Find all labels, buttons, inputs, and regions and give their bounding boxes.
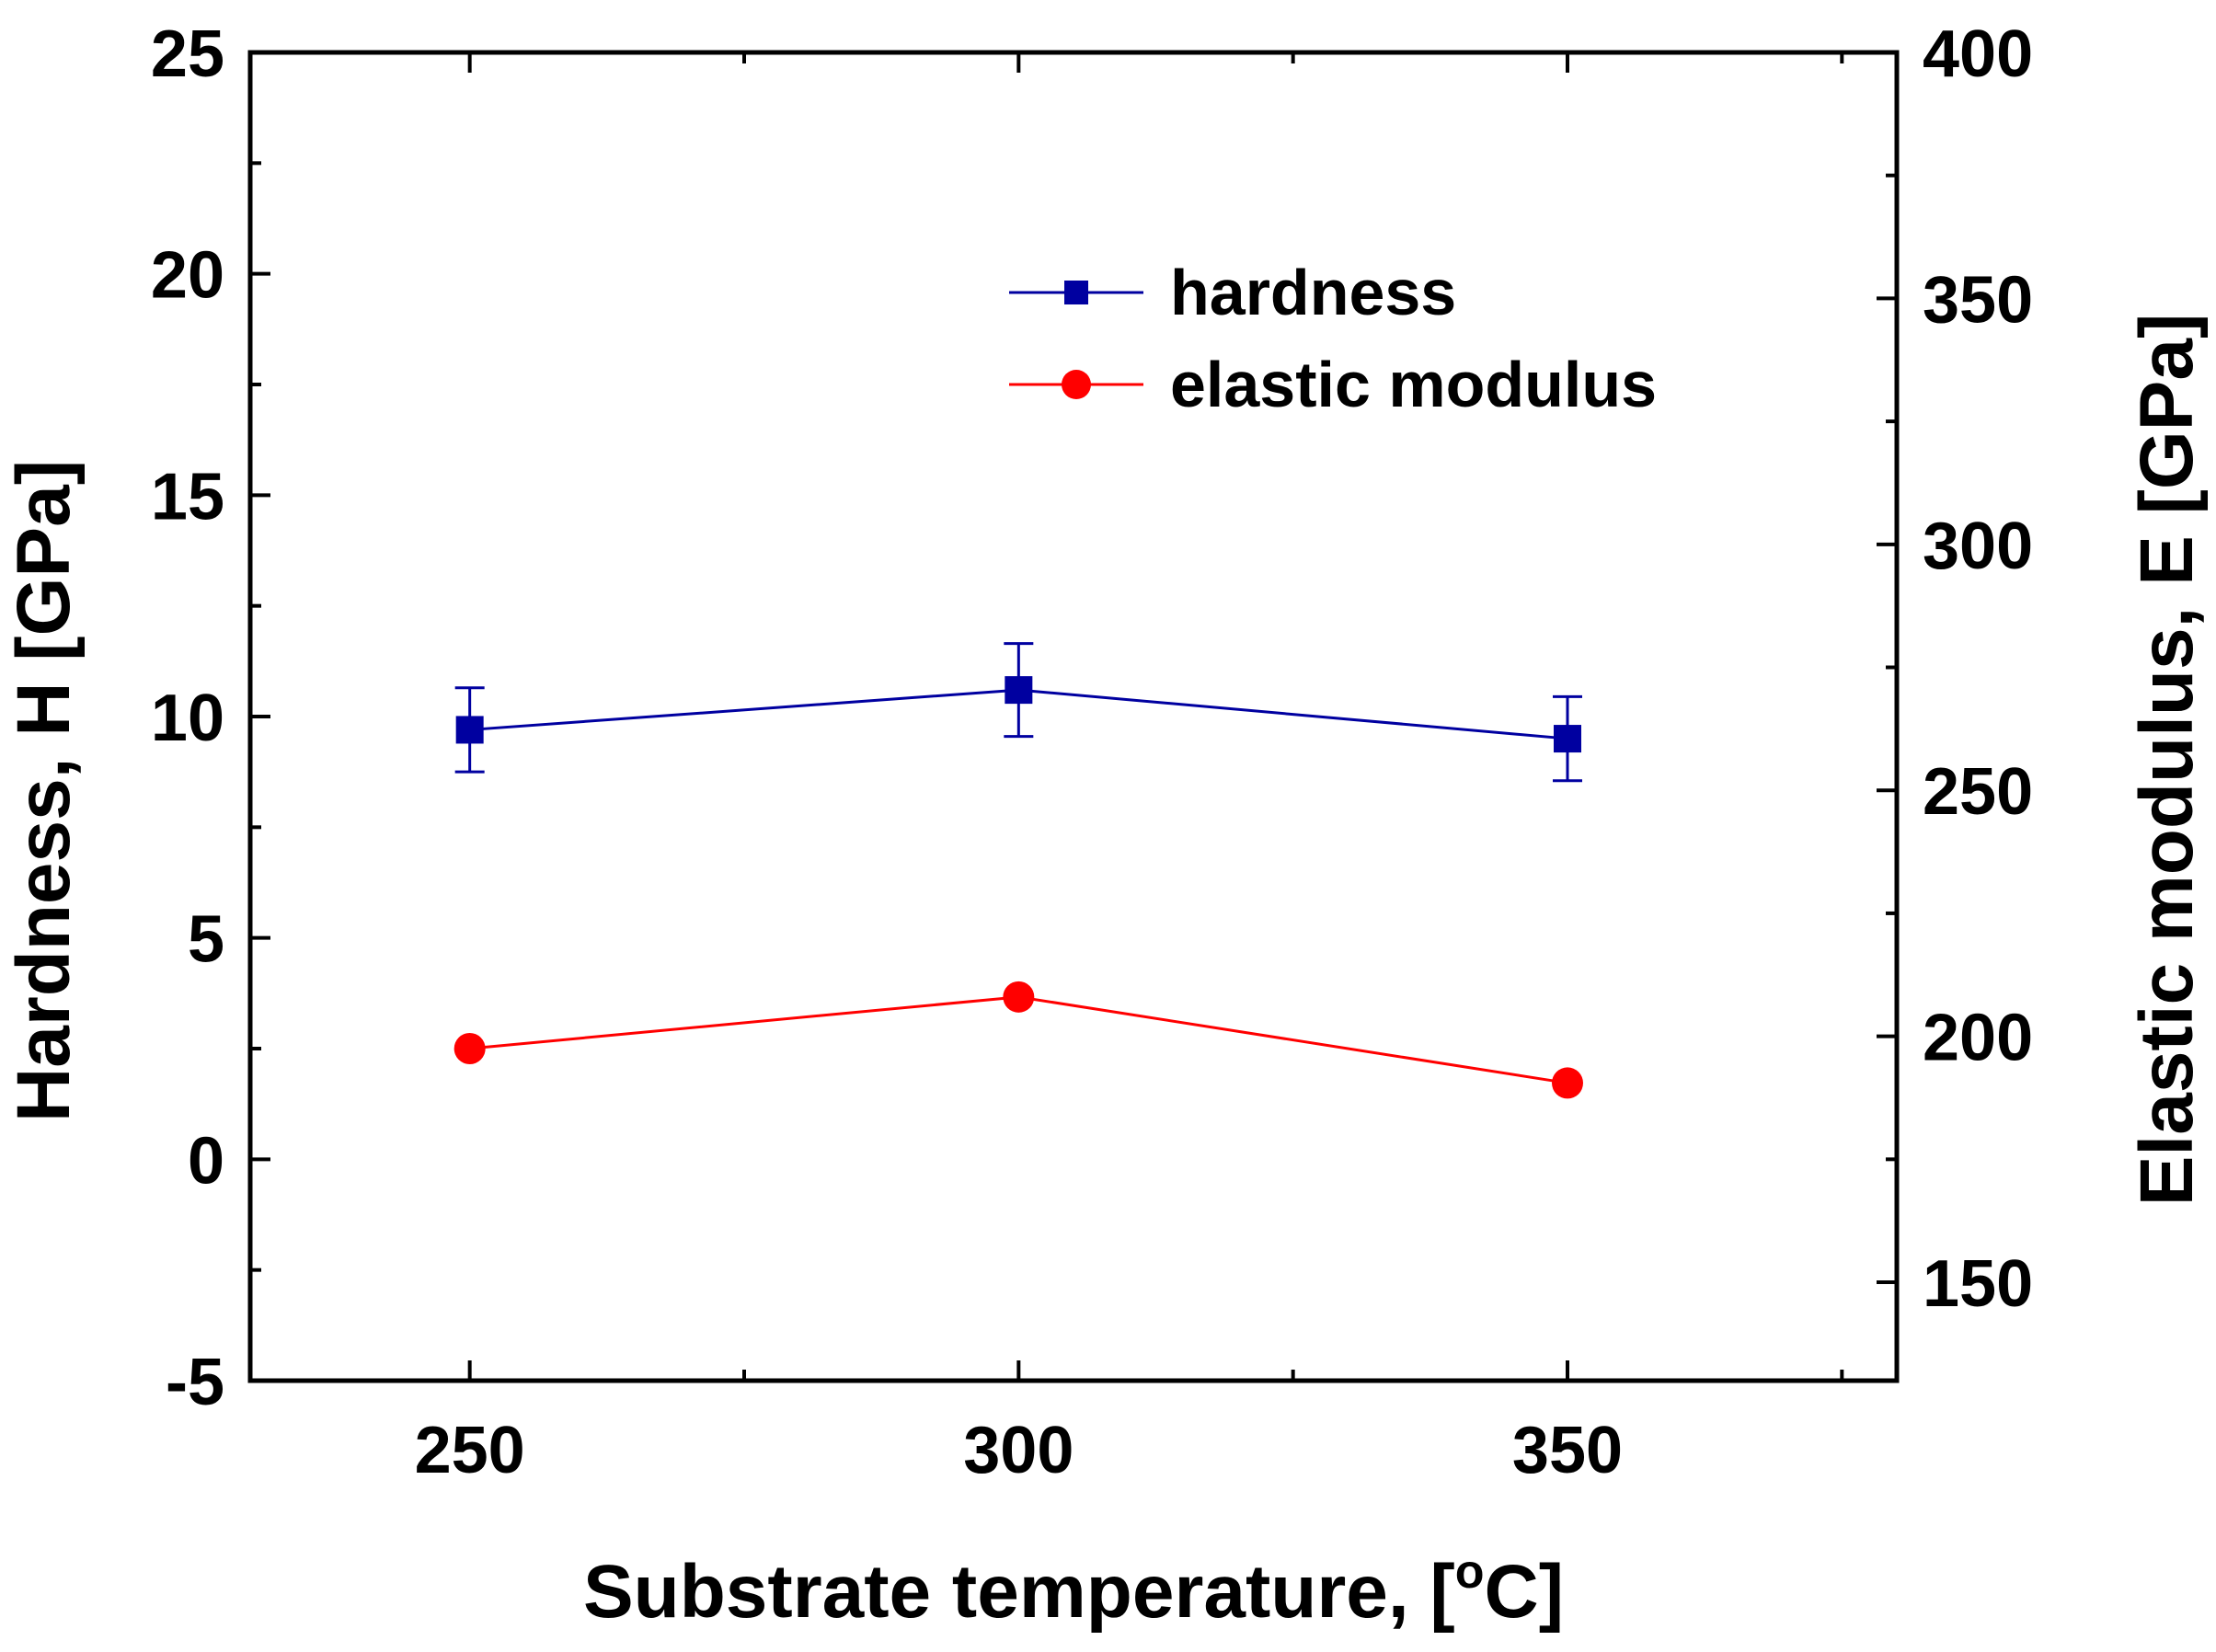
plot-frame bbox=[247, 50, 1900, 1383]
tick-labels-layer: 250 300 350 -5 0 5 10 15 20 25 150 200 250 300 350 400 bbox=[151, 17, 2033, 1487]
x-axis-title-degree-superscript: o bbox=[1455, 1545, 1485, 1599]
elastic-modulus-point-300 bbox=[1003, 981, 1035, 1013]
y-left-tick-label-20: 20 bbox=[151, 239, 224, 313]
hardness-point-300 bbox=[1005, 676, 1033, 705]
y-axis-right-title: Elastic modulus, E [GPa] bbox=[2125, 314, 2209, 1207]
x-tick-label-300: 300 bbox=[963, 1414, 1074, 1487]
x-tick-label-350: 350 bbox=[1512, 1414, 1623, 1487]
legend-hardness-label: hardness bbox=[1170, 257, 1456, 328]
x-axis-title-unit: C] bbox=[1485, 1550, 1565, 1634]
x-axis-title-main: Substrate temperature, [ bbox=[583, 1550, 1455, 1634]
elastic-modulus-point-350 bbox=[1552, 1067, 1583, 1099]
ticks-layer bbox=[250, 51, 1897, 1382]
y-axis-left-title: Hardness, H [GPa] bbox=[2, 460, 86, 1122]
hardness-point-250 bbox=[455, 716, 484, 744]
legend-hardness-marker bbox=[1064, 281, 1088, 304]
y-left-tick-label-10: 10 bbox=[151, 682, 224, 755]
y-left-tick-label-0: 0 bbox=[188, 1124, 224, 1198]
elastic-modulus-point-250 bbox=[454, 1033, 486, 1064]
y-left-tick-label-5: 5 bbox=[188, 903, 224, 977]
hardness-point-350 bbox=[1554, 725, 1581, 753]
y-right-tick-label-200: 200 bbox=[1923, 1002, 2033, 1075]
x-axis-title: Substrate temperature, [oC] bbox=[583, 1545, 1564, 1634]
y-right-tick-label-250: 250 bbox=[1923, 755, 2033, 829]
plot-area-border bbox=[247, 50, 1900, 1383]
series-layer bbox=[454, 642, 1583, 1099]
x-tick-label-250: 250 bbox=[415, 1414, 525, 1487]
legend-elastic-modulus-label: elastic modulus bbox=[1170, 349, 1657, 420]
y-right-tick-label-400: 400 bbox=[1923, 17, 2033, 91]
y-left-tick-label--5: -5 bbox=[166, 1346, 224, 1419]
y-left-tick-label-25: 25 bbox=[151, 17, 224, 91]
y-right-tick-label-150: 150 bbox=[1923, 1247, 2033, 1321]
legend-elastic-modulus-marker bbox=[1062, 370, 1091, 399]
y-left-tick-label-15: 15 bbox=[151, 460, 224, 533]
legend: hardness elastic modulus bbox=[1009, 257, 1657, 420]
y-right-tick-label-350: 350 bbox=[1923, 263, 2033, 337]
y-right-tick-label-300: 300 bbox=[1923, 510, 2033, 583]
